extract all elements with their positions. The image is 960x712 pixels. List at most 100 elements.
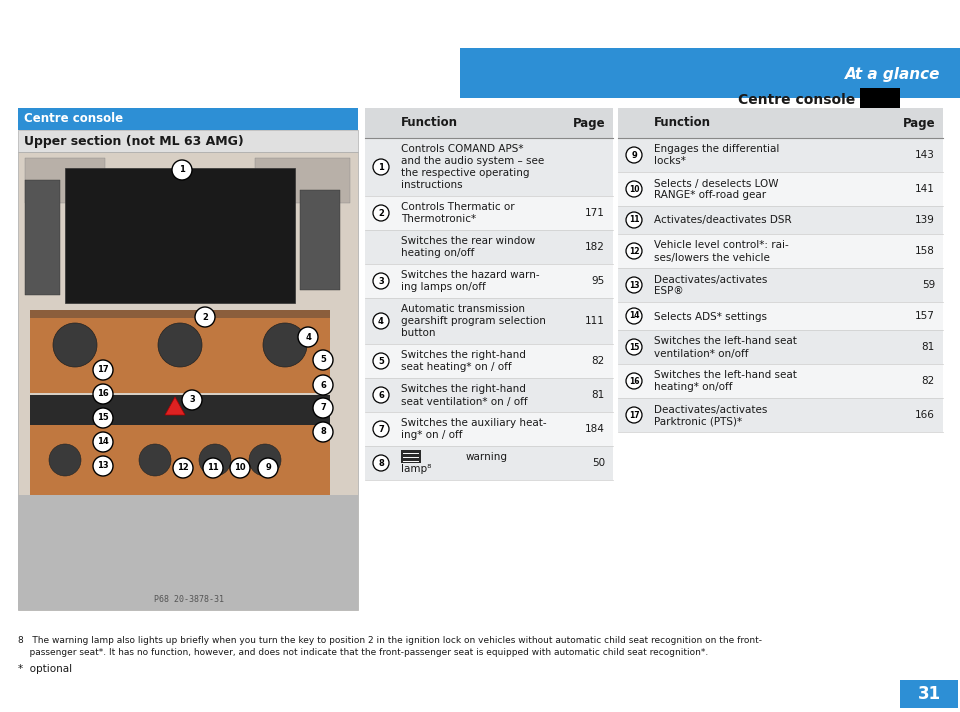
Text: Switches the right-hand: Switches the right-hand (401, 350, 526, 360)
Circle shape (626, 407, 642, 423)
Text: Parktronic (PTS)*: Parktronic (PTS)* (654, 417, 742, 426)
Bar (25, 158, 105, 203)
Bar (618, 234, 943, 268)
Bar (618, 330, 943, 364)
Bar (18, 130, 358, 152)
Text: 2: 2 (202, 313, 208, 322)
Text: *  optional: * optional (18, 664, 72, 674)
Text: 5: 5 (320, 355, 326, 365)
Circle shape (49, 444, 81, 476)
Text: 10: 10 (234, 464, 246, 473)
Circle shape (93, 456, 113, 476)
Bar (18, 495, 358, 610)
Text: lamp⁸: lamp⁸ (401, 464, 431, 474)
Bar (300, 190, 340, 290)
Circle shape (158, 323, 202, 367)
Circle shape (373, 387, 389, 403)
Polygon shape (165, 397, 185, 415)
Text: Centre console: Centre console (24, 112, 123, 125)
Text: 10: 10 (629, 184, 639, 194)
Circle shape (313, 375, 333, 395)
Text: 158: 158 (915, 246, 935, 256)
Text: 5: 5 (378, 357, 384, 365)
Circle shape (53, 323, 97, 367)
Text: 6: 6 (320, 380, 326, 389)
Text: 50: 50 (592, 458, 605, 468)
Text: Switches the hazard warn-: Switches the hazard warn- (401, 271, 540, 281)
Circle shape (626, 243, 642, 259)
Text: 16: 16 (97, 389, 108, 399)
Text: ing* on / off: ing* on / off (401, 431, 463, 441)
Bar (30, 395, 330, 425)
Bar (365, 230, 613, 264)
Circle shape (373, 455, 389, 471)
Text: 1: 1 (180, 165, 185, 174)
Circle shape (249, 444, 281, 476)
Circle shape (172, 160, 192, 180)
Bar (365, 446, 613, 480)
Bar (460, 48, 960, 98)
Text: gearshift program selection: gearshift program selection (401, 317, 546, 327)
Text: 171: 171 (586, 208, 605, 218)
Circle shape (626, 277, 642, 293)
Circle shape (626, 308, 642, 324)
Text: Page: Page (572, 117, 605, 130)
Text: 15: 15 (97, 414, 108, 422)
Text: 6: 6 (378, 390, 384, 399)
Text: 3: 3 (378, 276, 384, 286)
Bar (618, 364, 943, 398)
Text: and the audio system – see: and the audio system – see (401, 157, 544, 167)
Circle shape (93, 384, 113, 404)
Text: Centre console: Centre console (737, 93, 855, 107)
Bar (365, 378, 613, 412)
Circle shape (626, 339, 642, 355)
Text: Deactivates/activates: Deactivates/activates (654, 275, 767, 285)
Text: 11: 11 (629, 216, 639, 224)
Text: 4: 4 (378, 317, 384, 325)
Bar (618, 268, 943, 302)
Circle shape (173, 458, 193, 478)
Circle shape (298, 327, 318, 347)
Text: seat ventilation* on / off: seat ventilation* on / off (401, 397, 528, 407)
Text: 12: 12 (178, 464, 189, 473)
Text: Function: Function (654, 117, 711, 130)
Bar (365, 264, 613, 298)
Bar (401, 450, 421, 463)
Bar (860, 88, 900, 112)
Text: 31: 31 (918, 685, 941, 703)
Text: Switches the auxiliary heat-: Switches the auxiliary heat- (401, 419, 546, 429)
Text: Automatic transmission: Automatic transmission (401, 305, 525, 315)
Text: 82: 82 (922, 376, 935, 386)
Circle shape (313, 422, 333, 442)
Bar (618, 138, 943, 172)
Text: 1: 1 (378, 162, 384, 172)
Circle shape (373, 159, 389, 175)
Text: 11: 11 (207, 464, 219, 473)
Bar (30, 425, 330, 495)
Circle shape (203, 458, 223, 478)
Text: 14: 14 (97, 437, 108, 446)
Bar (618, 108, 943, 138)
Text: P68 20-3878-31: P68 20-3878-31 (154, 595, 224, 604)
Text: 13: 13 (629, 281, 639, 290)
Text: ventilation* on/off: ventilation* on/off (654, 348, 749, 359)
Bar (30, 310, 330, 318)
Circle shape (313, 350, 333, 370)
Text: 59: 59 (922, 280, 935, 290)
Text: 16: 16 (629, 377, 639, 385)
Text: 8: 8 (320, 427, 325, 436)
Bar (25, 180, 60, 295)
Text: warning: warning (466, 453, 508, 463)
Text: Function: Function (401, 117, 458, 130)
Text: 184: 184 (586, 424, 605, 434)
Bar (618, 172, 943, 206)
Text: Activates/deactivates DSR: Activates/deactivates DSR (654, 216, 792, 226)
Circle shape (373, 273, 389, 289)
Text: 82: 82 (591, 356, 605, 366)
Text: Controls COMAND APS*: Controls COMAND APS* (401, 145, 523, 155)
Text: 7: 7 (378, 424, 384, 434)
Text: 8   The warning lamp also lights up briefly when you turn the key to position 2 : 8 The warning lamp also lights up briefl… (18, 636, 762, 645)
Text: 17: 17 (97, 365, 108, 375)
Text: ESP®: ESP® (654, 286, 684, 296)
Text: Switches the rear window: Switches the rear window (401, 236, 536, 246)
